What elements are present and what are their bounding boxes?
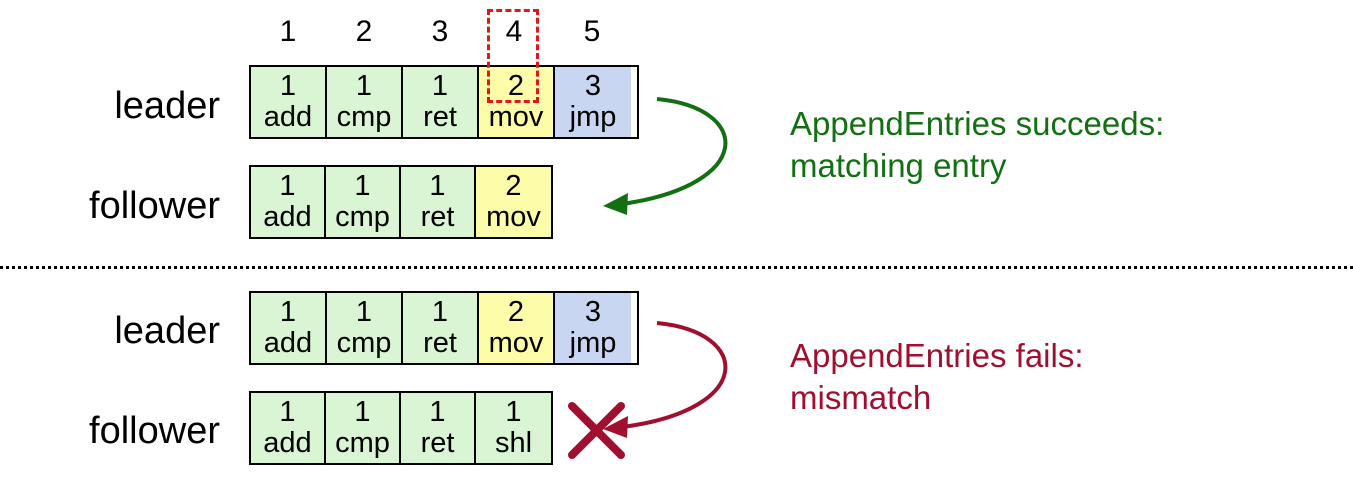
log-entry: 1 add [251,393,326,463]
log-entry: 1 add [251,67,327,137]
entry-command: cmp [336,101,392,133]
entry-term: 3 [584,70,602,102]
entry-command: mov [486,201,541,233]
follower-label: follower [89,185,220,227]
entry-term: 3 [584,296,602,328]
entry-command: ret [420,427,455,459]
log-entry: 1 ret [403,67,479,137]
success-message-line1: AppendEntries succeeds: [790,105,1165,142]
success-message-line2: matching entry [790,147,1007,184]
entry-term: 1 [279,70,297,102]
success-arrow-icon [603,97,728,215]
failure-message: AppendEntries fails: mismatch [790,335,1084,419]
entry-command: jmp [569,327,617,359]
log-entry: 1 cmp [326,167,401,237]
follower-log: 1 add 1 cmp 1 ret 2 mov [249,165,553,239]
log-index: 4 [505,15,523,48]
failure-arrow-icon [603,321,728,438]
log-entry: 1 add [251,293,327,363]
failure-message-line1: AppendEntries fails: [790,337,1084,374]
entry-command: cmp [335,201,390,233]
entry-term: 1 [355,296,373,328]
leader-label: leader [114,85,220,127]
entry-term: 1 [279,296,297,328]
entry-term: 1 [431,70,449,102]
log-entry: 1 cmp [327,293,403,363]
entry-command: mov [488,101,544,133]
log-index: 3 [431,15,449,48]
entry-term: 1 [354,396,371,428]
entry-command: add [263,201,312,233]
log-entry: 1 cmp [326,393,401,463]
entry-term: 1 [431,296,449,328]
log-entry: 1 shl [476,393,551,463]
entry-command: ret [423,101,457,133]
entry-term: 1 [505,396,522,428]
entry-term: 2 [507,296,525,328]
leader-label: leader [114,310,220,352]
entry-command: jmp [569,101,617,133]
entry-command: add [263,101,313,133]
follower-label: follower [89,410,220,452]
log-index: 2 [355,15,373,48]
entry-command: add [263,327,313,359]
entry-command: ret [420,201,455,233]
log-index: 5 [583,15,601,48]
entry-command: add [263,427,312,459]
failure-message-line2: mismatch [790,379,932,416]
section-divider [0,266,1353,269]
log-entry: 2 mov [476,167,551,237]
log-entry: 1 cmp [327,67,403,137]
entry-command: cmp [335,427,390,459]
success-message: AppendEntries succeeds: matching entry [790,103,1164,187]
log-entry: 3 jmp [555,293,631,363]
log-index: 1 [279,15,297,48]
entry-term: 2 [505,170,522,202]
log-entry: 2 mov [479,293,555,363]
entry-term: 1 [355,70,373,102]
entry-command: mov [488,327,544,359]
log-entry: 1 add [251,167,326,237]
leader-log: 1 add 1 cmp 1 ret 2 mov 3 jmp [249,291,639,365]
entry-term: 1 [429,396,446,428]
follower-log: 1 add 1 cmp 1 ret 1 shl [249,391,553,465]
log-entry: 1 ret [403,293,479,363]
entry-command: ret [423,327,457,359]
log-entry: 1 ret [401,393,476,463]
entry-term: 1 [279,170,296,202]
entry-term: 2 [507,70,525,102]
leader-log: 1 add 1 cmp 1 ret 2 mov 3 jmp [249,65,639,139]
entry-command: shl [494,427,533,459]
x-mark-icon [568,402,625,459]
prev-index-highlight [487,9,539,103]
log-entry: 1 ret [401,167,476,237]
entry-term: 1 [429,170,446,202]
log-entry: 3 jmp [555,67,631,137]
entry-command: cmp [336,327,392,359]
entry-term: 1 [354,170,371,202]
entry-term: 1 [279,396,296,428]
